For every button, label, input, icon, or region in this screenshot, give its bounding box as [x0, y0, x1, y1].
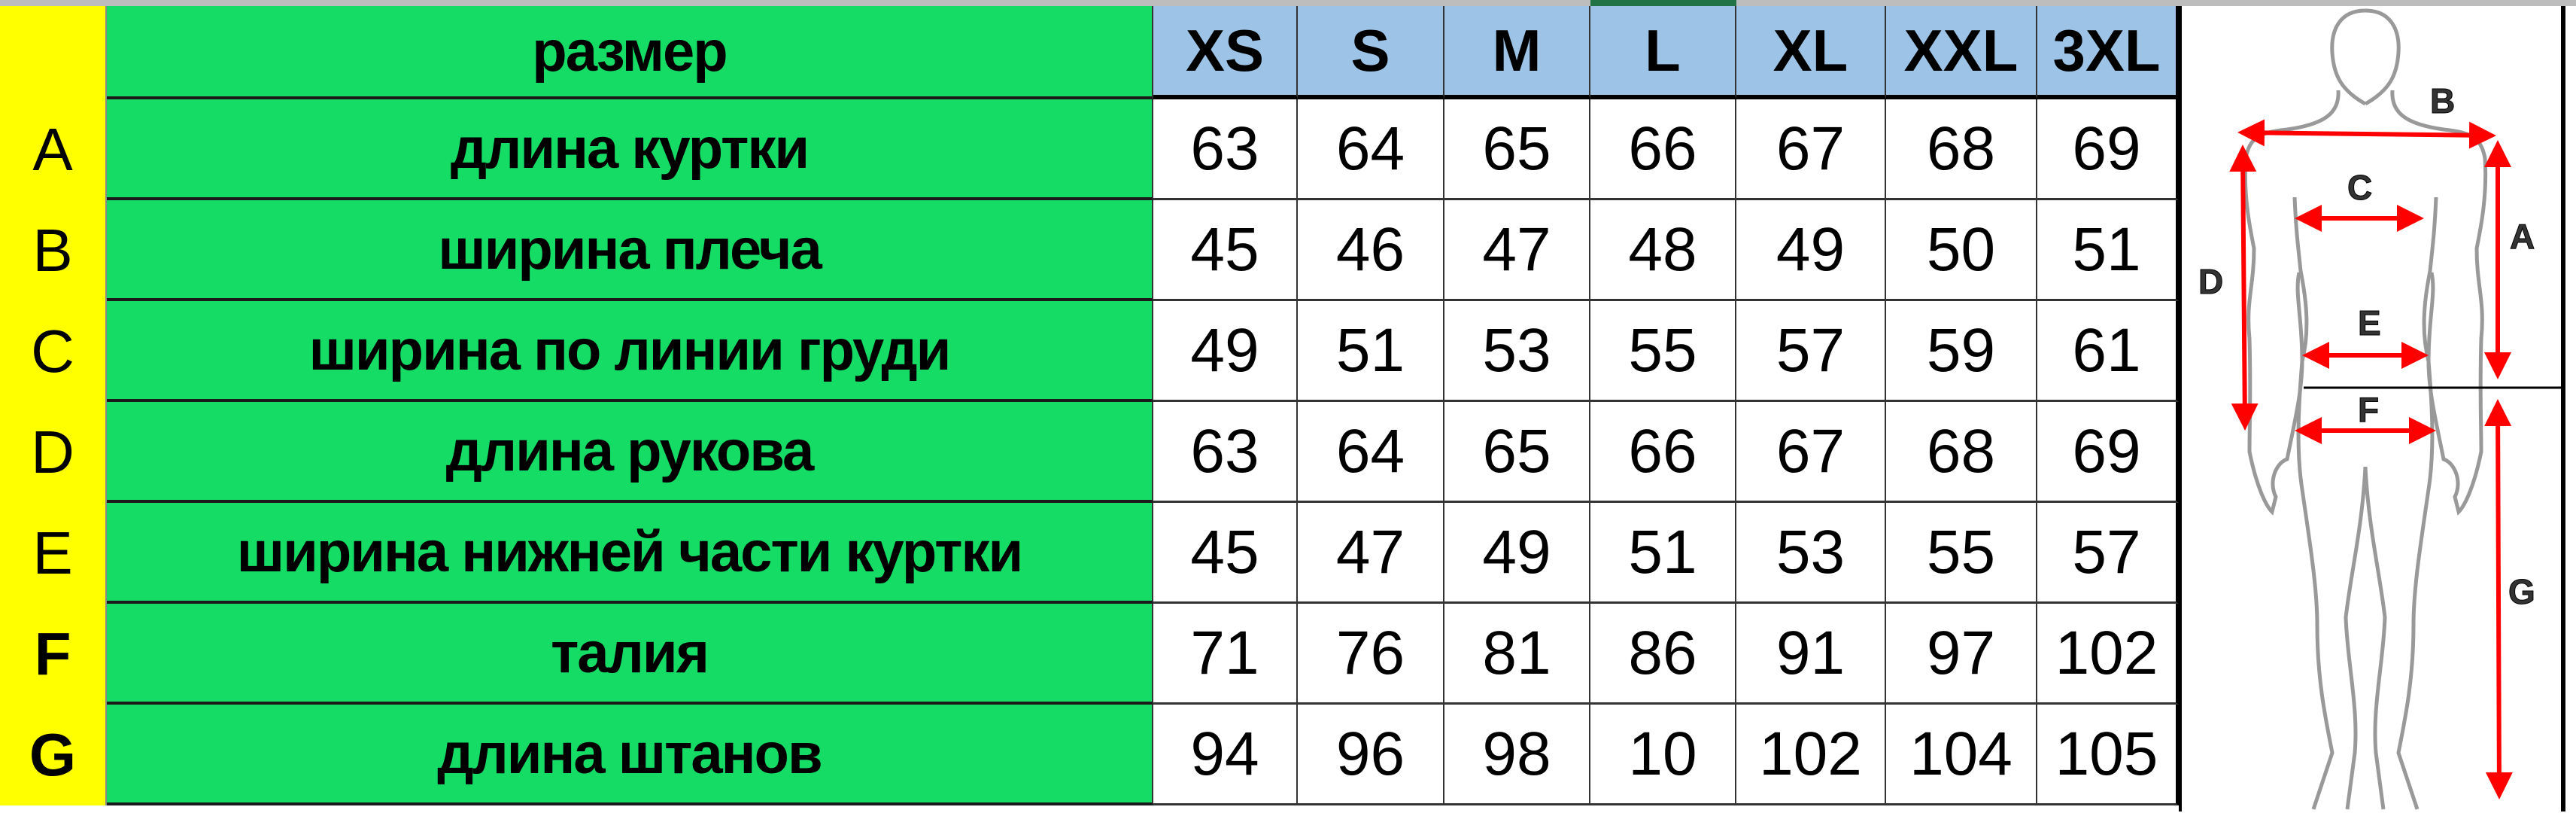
value-cell-g-l: 10: [1590, 705, 1736, 805]
row-label: талия: [107, 604, 1153, 705]
arrow-g: [2484, 399, 2513, 799]
value-cell-c-s: 51: [1298, 301, 1444, 402]
row-label: ширина по линии груди: [107, 301, 1153, 402]
value-cell-d-xs: 63: [1153, 402, 1298, 503]
row-label: длина рукова: [107, 402, 1153, 503]
value-cell-f-m: 81: [1444, 604, 1590, 705]
value-cell-g-3xl: 105: [2037, 705, 2179, 805]
value-cell-c-m: 53: [1444, 301, 1590, 402]
value-cell-d-m: 65: [1444, 402, 1590, 503]
value-cell-b-m: 47: [1444, 200, 1590, 301]
row-letter-c: C: [0, 301, 107, 402]
row-letter-e: E: [0, 503, 107, 604]
size-header-label: размер: [107, 6, 1153, 99]
value-cell-f-xxl: 97: [1886, 604, 2037, 705]
value-cell-e-3xl: 57: [2037, 503, 2179, 604]
row-letter-f: F: [0, 604, 107, 705]
figure-label-a: A: [2510, 217, 2535, 256]
value-cell-b-s: 46: [1298, 200, 1444, 301]
arrow-b: [2237, 119, 2496, 149]
value-cell-a-xs: 63: [1153, 99, 1298, 200]
value-cell-a-s: 64: [1298, 99, 1444, 200]
row-letter-a: A: [0, 99, 107, 200]
arrow-d: [2229, 145, 2259, 431]
value-cell-g-s: 96: [1298, 705, 1444, 805]
figure-label-b: B: [2430, 81, 2455, 120]
value-cell-g-xl: 102: [1736, 705, 1886, 805]
value-cell-g-xs: 94: [1153, 705, 1298, 805]
value-cell-f-xl: 91: [1736, 604, 1886, 705]
value-cell-f-l: 86: [1590, 604, 1736, 705]
value-cell-c-3xl: 61: [2037, 301, 2179, 402]
sheet-top-bar: [0, 0, 2576, 6]
value-cell-d-l: 66: [1590, 402, 1736, 503]
value-cell-e-xs: 45: [1153, 503, 1298, 604]
value-cell-d-xxl: 68: [1886, 402, 2037, 503]
row-label: длина штанов: [107, 705, 1153, 805]
figure-label-f: F: [2358, 390, 2379, 429]
value-cell-a-xl: 67: [1736, 99, 1886, 200]
value-cell-b-3xl: 51: [2037, 200, 2179, 301]
figure-label-c: C: [2347, 168, 2372, 207]
value-cell-e-xl: 53: [1736, 503, 1886, 604]
row-label: ширина плеча: [107, 200, 1153, 301]
value-cell-a-m: 65: [1444, 99, 1590, 200]
value-cell-c-xs: 49: [1153, 301, 1298, 402]
value-cell-g-xxl: 104: [1886, 705, 2037, 805]
letter-header-cell: [0, 6, 107, 99]
value-cell-e-s: 47: [1298, 503, 1444, 604]
row-letter-g: G: [0, 705, 107, 805]
value-cell-f-s: 76: [1298, 604, 1444, 705]
row-label: ширина нижней части куртки: [107, 503, 1153, 604]
value-cell-e-xxl: 55: [1886, 503, 2037, 604]
selected-column-indicator: [1590, 0, 1736, 6]
value-cell-b-xxl: 50: [1886, 200, 2037, 301]
value-cell-c-l: 55: [1590, 301, 1736, 402]
size-s: S: [1298, 6, 1444, 99]
value-cell-e-m: 49: [1444, 503, 1590, 604]
value-cell-a-l: 66: [1590, 99, 1736, 200]
value-cell-g-m: 98: [1444, 705, 1590, 805]
row-label: длина куртки: [107, 99, 1153, 200]
value-cell-b-xs: 45: [1153, 200, 1298, 301]
value-cell-f-xs: 71: [1153, 604, 1298, 705]
value-cell-c-xl: 57: [1736, 301, 1886, 402]
size-3xl: 3XL: [2037, 6, 2179, 99]
size-l: L: [1590, 6, 1736, 99]
value-cell-d-xl: 67: [1736, 402, 1886, 503]
figure-label-d: D: [2198, 262, 2223, 301]
value-cell-d-s: 64: [1298, 402, 1444, 503]
size-xs: XS: [1153, 6, 1298, 99]
row-letter-d: D: [0, 402, 107, 503]
body-measurement-figure: [2179, 6, 2565, 811]
value-cell-a-3xl: 69: [2037, 99, 2179, 200]
value-cell-e-l: 51: [1590, 503, 1736, 604]
size-xxl: XXL: [1886, 6, 2037, 99]
value-cell-f-3xl: 102: [2037, 604, 2179, 705]
value-cell-a-xxl: 68: [1886, 99, 2037, 200]
value-cell-b-xl: 49: [1736, 200, 1886, 301]
figure-label-g: G: [2508, 572, 2535, 611]
size-xl: XL: [1736, 6, 1886, 99]
body-diagram: B C A D E F G: [2198, 0, 2561, 813]
row-letter-b: B: [0, 200, 107, 301]
value-cell-b-l: 48: [1590, 200, 1736, 301]
value-cell-d-3xl: 69: [2037, 402, 2179, 503]
size-m: M: [1444, 6, 1590, 99]
value-cell-c-xxl: 59: [1886, 301, 2037, 402]
figure-label-e: E: [2358, 303, 2381, 343]
